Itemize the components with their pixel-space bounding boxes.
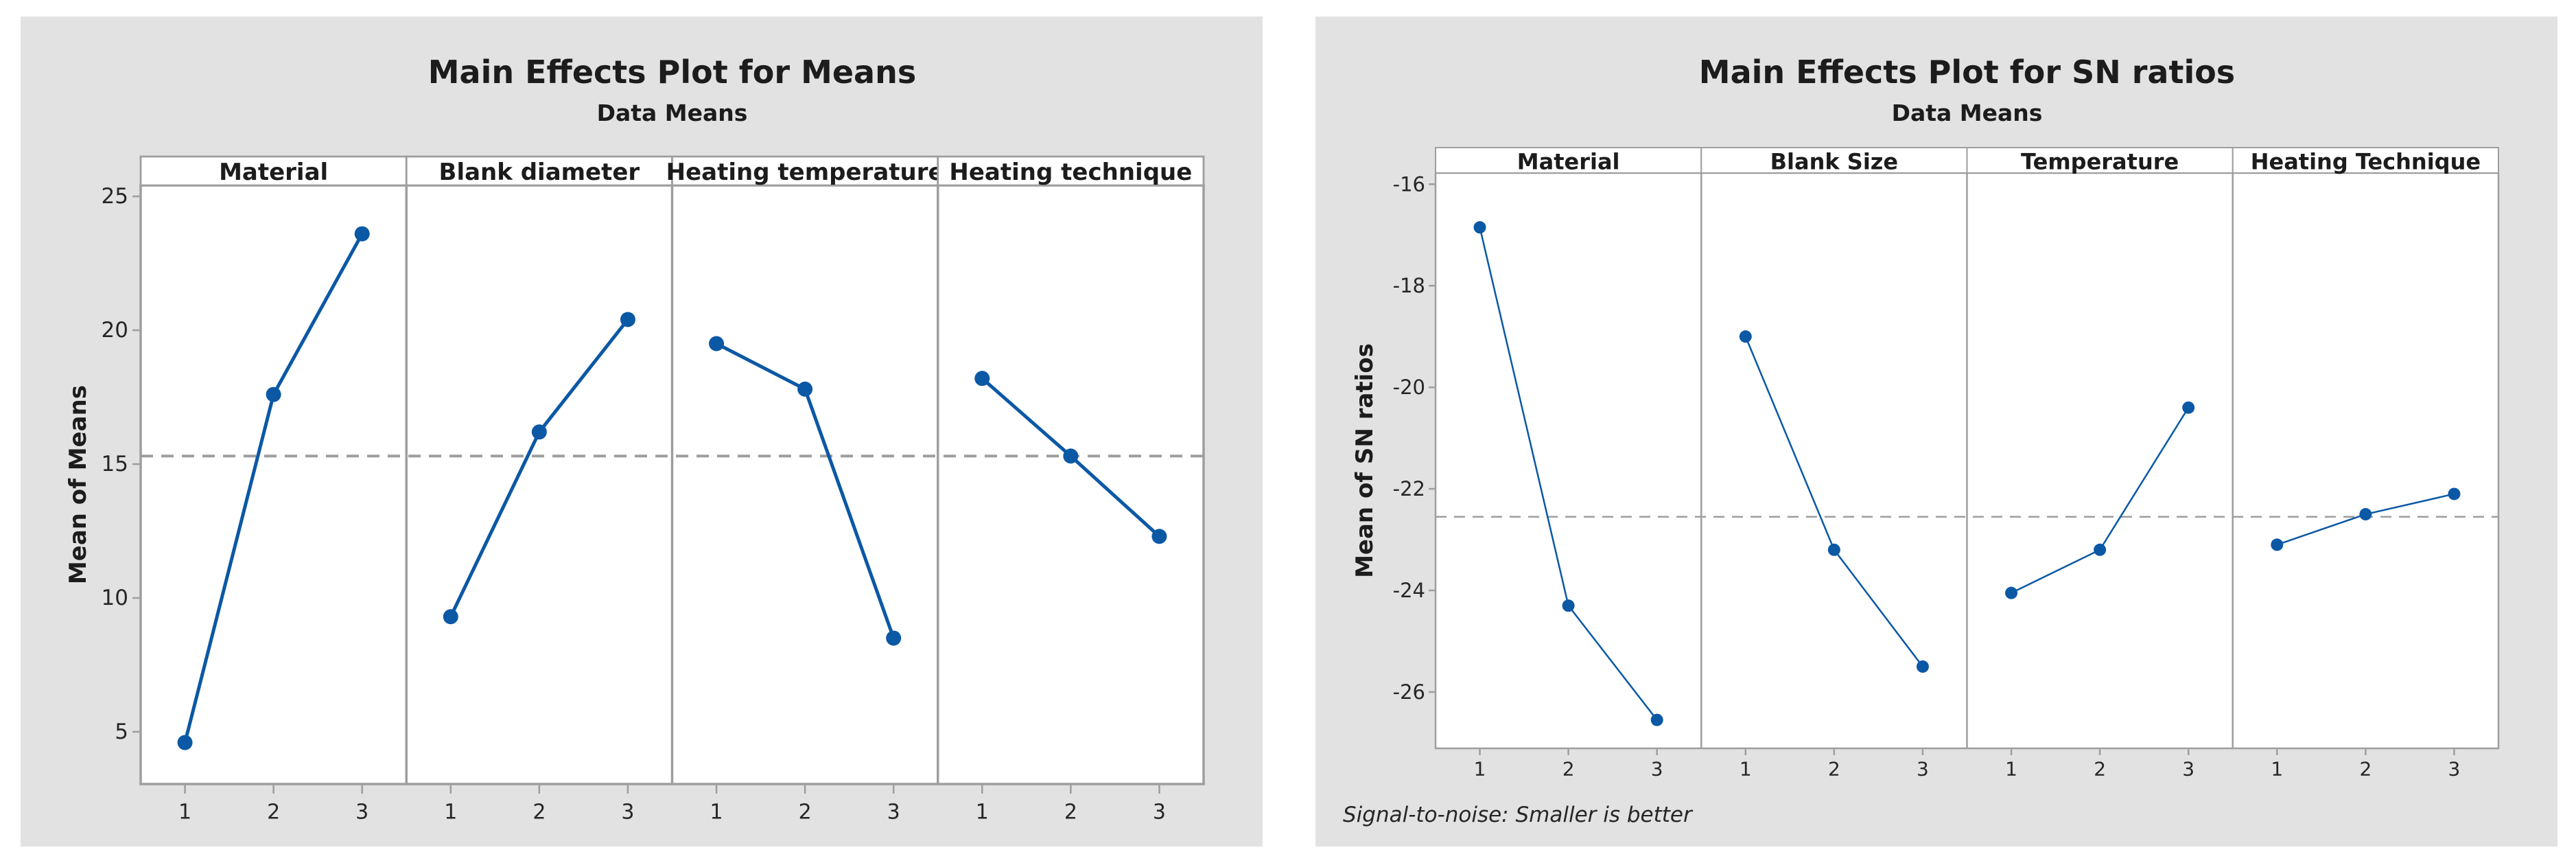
x-tick-label: 3	[621, 801, 634, 825]
y-tick-label: 5	[115, 720, 128, 744]
x-tick-label: 1	[976, 801, 989, 825]
data-point	[709, 336, 725, 352]
data-point	[354, 226, 370, 242]
y-tick-label: 25	[102, 184, 128, 209]
panel-header	[937, 155, 1205, 187]
x-tick-label: 3	[1651, 758, 1663, 781]
y-tick-label: -22	[1393, 477, 1425, 500]
data-point	[1916, 660, 1929, 673]
data-point	[2448, 487, 2461, 500]
x-tick-label: 1	[2271, 758, 2283, 781]
y-tick-label: -24	[1393, 579, 1425, 602]
x-tick-label: 3	[1917, 758, 1929, 781]
data-point	[1562, 599, 1575, 612]
means-chart-card: Main Effects Plot for Means Data Means M…	[21, 16, 1263, 847]
x-tick-label: 2	[1828, 758, 1840, 781]
data-point	[2182, 401, 2195, 414]
x-tick-label: 2	[1064, 801, 1077, 825]
x-tick-label: 3	[1153, 801, 1166, 825]
y-tick-label: 10	[102, 586, 128, 610]
data-point	[266, 387, 281, 402]
y-tick-label: -16	[1393, 172, 1425, 196]
x-tick-label: 2	[267, 801, 280, 825]
plot-canvas: Material Blank diameter Heating temperatur…	[102, 155, 1205, 825]
x-tick-label: 3	[2182, 758, 2194, 781]
panel-header	[139, 155, 408, 187]
panel-label: Temperature	[2021, 149, 2179, 175]
data-point	[2271, 538, 2284, 551]
data-point	[1650, 713, 1663, 726]
x-tick-label: 2	[2094, 758, 2106, 781]
x-tick-label: 3	[887, 801, 900, 825]
y-tick-label: -26	[1393, 680, 1425, 704]
y-tick-label: -20	[1393, 376, 1425, 399]
data-point	[797, 381, 813, 397]
panel-header	[1700, 147, 1968, 174]
x-tick-label: 1	[444, 801, 457, 825]
data-point	[1827, 543, 1840, 556]
panel-header	[671, 155, 939, 187]
x-tick-label: 3	[355, 801, 368, 825]
chart-title: Main Effects Plot for Means	[428, 54, 917, 91]
data-point	[1739, 330, 1752, 343]
data-point	[1063, 448, 1079, 464]
panel-label: Heating temperature	[666, 159, 944, 186]
x-tick-label: 1	[178, 801, 191, 825]
x-tick-label: 3	[2448, 758, 2461, 781]
panel-label: Material	[1517, 149, 1620, 175]
chart-footnote: Signal-to-noise: Smaller is better	[1343, 803, 1692, 827]
chart-subtitle: Data Means	[1891, 100, 2043, 126]
panel-label: Blank Size	[1770, 149, 1899, 175]
chart-title: Main Effects Plot for SN ratios	[1698, 54, 2236, 91]
x-tick-label: 2	[1562, 758, 1575, 781]
x-tick-label: 1	[1474, 758, 1486, 781]
x-tick-label: 2	[799, 801, 812, 825]
panel-header	[1435, 147, 1702, 174]
y-tick-label: -18	[1393, 274, 1425, 297]
x-tick-label: 1	[710, 801, 723, 825]
data-point	[620, 312, 635, 327]
data-point	[531, 424, 547, 440]
panel-label: Heating technique	[949, 159, 1192, 186]
x-tick-label: 1	[1740, 758, 1752, 781]
panel-header	[1966, 147, 2234, 174]
data-point	[177, 735, 193, 750]
data-point	[1151, 529, 1167, 544]
y-tick-label: 20	[102, 318, 128, 343]
data-point	[2094, 543, 2107, 556]
data-point	[2359, 508, 2372, 521]
data-point	[886, 630, 902, 646]
panel-label: Heating Technique	[2251, 149, 2481, 175]
panel-label: Material	[219, 159, 328, 186]
data-point	[1473, 221, 1486, 234]
x-tick-label: 1	[2005, 758, 2017, 781]
chart-subtitle: Data Means	[596, 100, 748, 126]
sn-ratios-chart-card: Main Effects Plot for SN ratios Data Mea…	[1315, 16, 2557, 847]
panel-header	[2232, 147, 2499, 174]
plot-canvas: Material Blank Size Temperature Heating Tec…	[1393, 147, 2500, 781]
data-point	[974, 371, 990, 387]
x-tick-label: 2	[532, 801, 546, 825]
y-tick-label: 15	[102, 452, 128, 476]
panel-label: Blank diameter	[439, 159, 640, 186]
data-point	[443, 609, 458, 625]
x-tick-label: 2	[2359, 758, 2372, 781]
data-point	[2005, 586, 2018, 599]
